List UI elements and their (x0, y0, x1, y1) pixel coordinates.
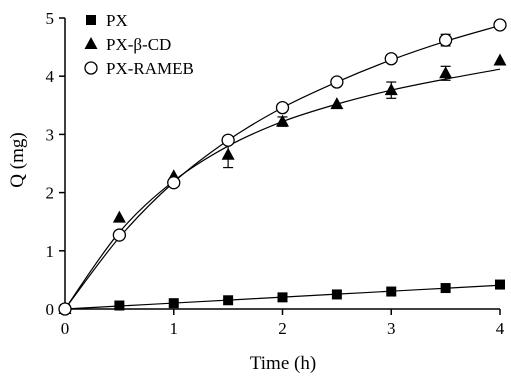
fit-curve-1 (64, 68, 501, 310)
x-tick-label-0: 0 (61, 319, 70, 338)
point-1-3 (221, 147, 235, 160)
point-2-5 (330, 75, 344, 89)
x-tick-label-3: 3 (387, 319, 396, 338)
point-0-7 (440, 283, 451, 294)
y-tick-label-0: 0 (46, 300, 55, 319)
x-axis-label: Time (h) (250, 353, 316, 374)
y-tick-label-3: 3 (46, 125, 55, 144)
legend-label-2: PX-RAMEB (106, 59, 194, 78)
legend-label-1: PX-β-CD (106, 35, 171, 54)
point-0-8 (495, 279, 505, 290)
axes: 0 1 2 3 4 0 1 2 3 4 5 (46, 9, 505, 338)
point-2-8 (493, 18, 507, 32)
data-points (58, 18, 507, 316)
point-2-6 (384, 52, 398, 66)
point-1-1 (112, 210, 126, 223)
legend-marker-0 (86, 15, 96, 25)
point-1-4 (276, 114, 289, 127)
point-1-5 (330, 97, 344, 110)
legend-label-0: PX (106, 11, 128, 30)
point-1-7 (439, 66, 453, 79)
legend-marker-1 (84, 37, 98, 49)
point-0-4 (277, 292, 288, 303)
legend: PX PX-β-CD PX-RAMEB (84, 11, 194, 78)
point-0-6 (386, 286, 397, 297)
point-0-2 (168, 298, 179, 309)
point-2-4 (275, 100, 290, 115)
point-0-3 (223, 295, 234, 306)
point-2-7 (438, 33, 453, 47)
point-0-1 (114, 300, 125, 311)
y-tick-label-2: 2 (46, 184, 55, 203)
y-tick-label-5: 5 (46, 9, 55, 28)
y-tick-label-4: 4 (46, 67, 55, 86)
point-1-6 (384, 83, 398, 96)
x-tick-label-1: 1 (170, 319, 179, 338)
point-2-3 (221, 133, 235, 147)
x-tick-label-2: 2 (278, 319, 287, 338)
x-tick-label-4: 4 (496, 319, 505, 338)
y-tick-label-1: 1 (46, 242, 55, 261)
point-1-8 (493, 53, 507, 66)
point-2-0 (58, 302, 72, 316)
point-0-5 (331, 289, 342, 300)
legend-marker-2 (84, 61, 98, 75)
fit-curve-2 (64, 24, 501, 310)
point-2-1 (112, 228, 127, 242)
point-2-2 (167, 176, 181, 190)
y-axis-label: Q (mg) (7, 132, 28, 187)
